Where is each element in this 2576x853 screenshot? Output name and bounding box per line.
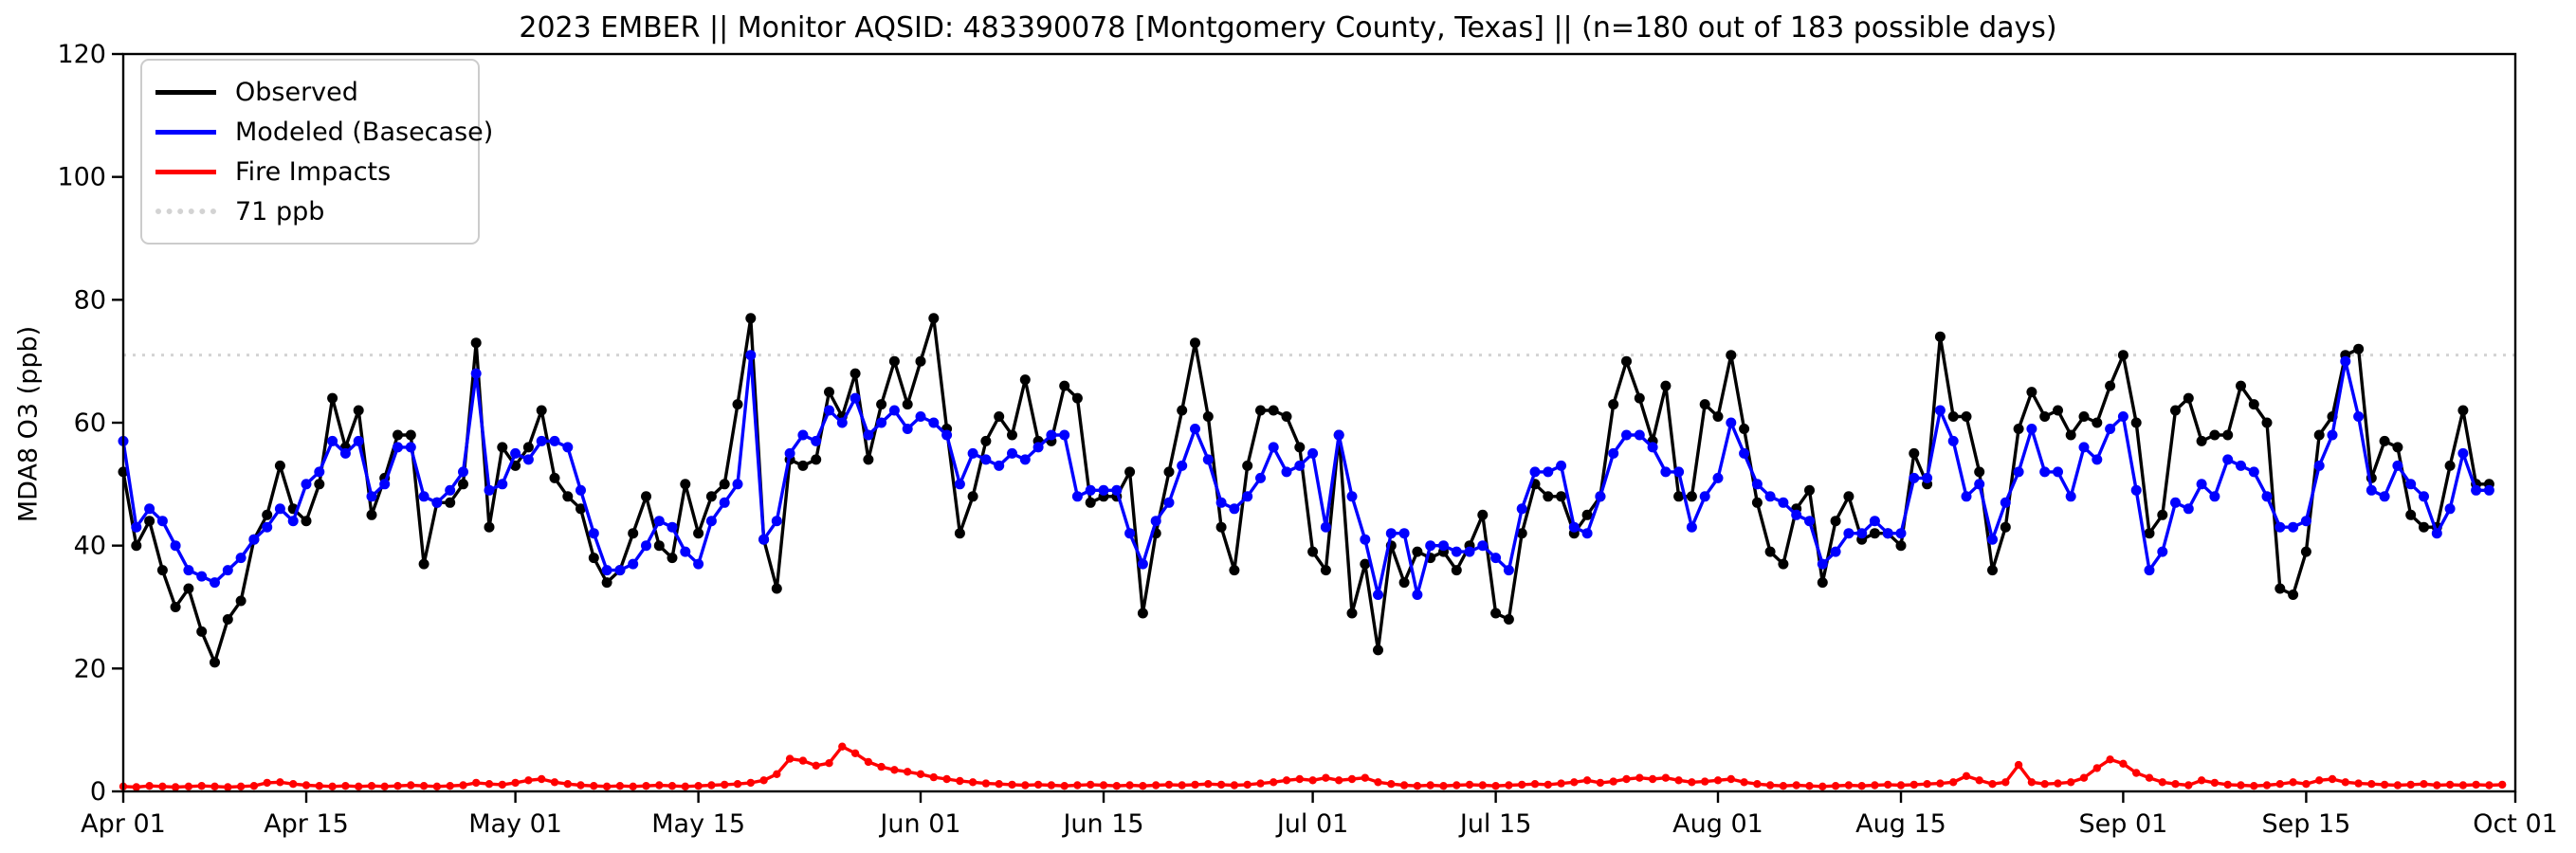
legend-label: Modeled (Basecase) (235, 117, 494, 147)
x-axis-tick-label: Apr 15 (264, 809, 349, 839)
x-axis-tick-label: May 15 (651, 809, 745, 839)
legend-swatch-observed (155, 89, 216, 95)
x-axis-tick-label: Jul 15 (1458, 809, 1532, 839)
data-series-layer (118, 313, 2507, 791)
x-axis-tick-label: Oct 01 (2473, 809, 2558, 839)
legend-label: Observed (235, 77, 358, 107)
legend-item-modeled: Modeled (Basecase) (155, 112, 493, 152)
axes-layer: Apr 01 Apr 15 May 01 May 15 Jun 01 Jun 15 Jul … (57, 40, 2557, 839)
legend: Observed Modeled (Basecase) Fire Impacts… (140, 59, 493, 245)
x-axis-tick-label: Aug 01 (1672, 809, 1763, 839)
y-axis-tick-label: 20 (74, 654, 106, 683)
x-axis-tick-label: Jun 15 (1061, 809, 1143, 839)
y-axis-tick-label: 60 (74, 408, 106, 438)
y-axis-tick-label: 80 (74, 285, 106, 315)
legend-label: Fire Impacts (235, 156, 392, 187)
modeled-basecase--series (118, 350, 2494, 600)
legend-swatch-modeled (155, 129, 216, 135)
x-axis-tick-label: Sep 01 (2078, 809, 2167, 839)
legend-item-observed: Observed (155, 72, 463, 112)
y-axis-tick-label: 100 (57, 163, 106, 192)
x-axis-tick-label: Sep 15 (2261, 809, 2350, 839)
legend-swatch-fire-impacts (155, 169, 216, 174)
fire-impacts-series (119, 742, 2507, 791)
x-axis-tick-label: Jun 01 (878, 809, 960, 839)
x-axis-tick-label: May 01 (468, 809, 562, 839)
legend-item-threshold: 71 ppb (155, 191, 463, 231)
y-axis-tick-label: 120 (57, 40, 106, 69)
x-axis-tick-label: Aug 15 (1855, 809, 1946, 839)
x-axis-tick-label: Apr 01 (81, 809, 166, 839)
x-axis-tick-label: Jul 01 (1275, 809, 1349, 839)
legend-swatch-threshold (155, 209, 216, 214)
legend-label: 71 ppb (235, 196, 325, 227)
y-axis-tick-label: 40 (74, 532, 106, 561)
chart-title: 2023 EMBER || Monitor AQSID: 483390078 [… (519, 11, 2057, 45)
y-axis-tick-label: 0 (90, 777, 106, 807)
legend-item-fire-impacts: Fire Impacts (155, 152, 463, 191)
